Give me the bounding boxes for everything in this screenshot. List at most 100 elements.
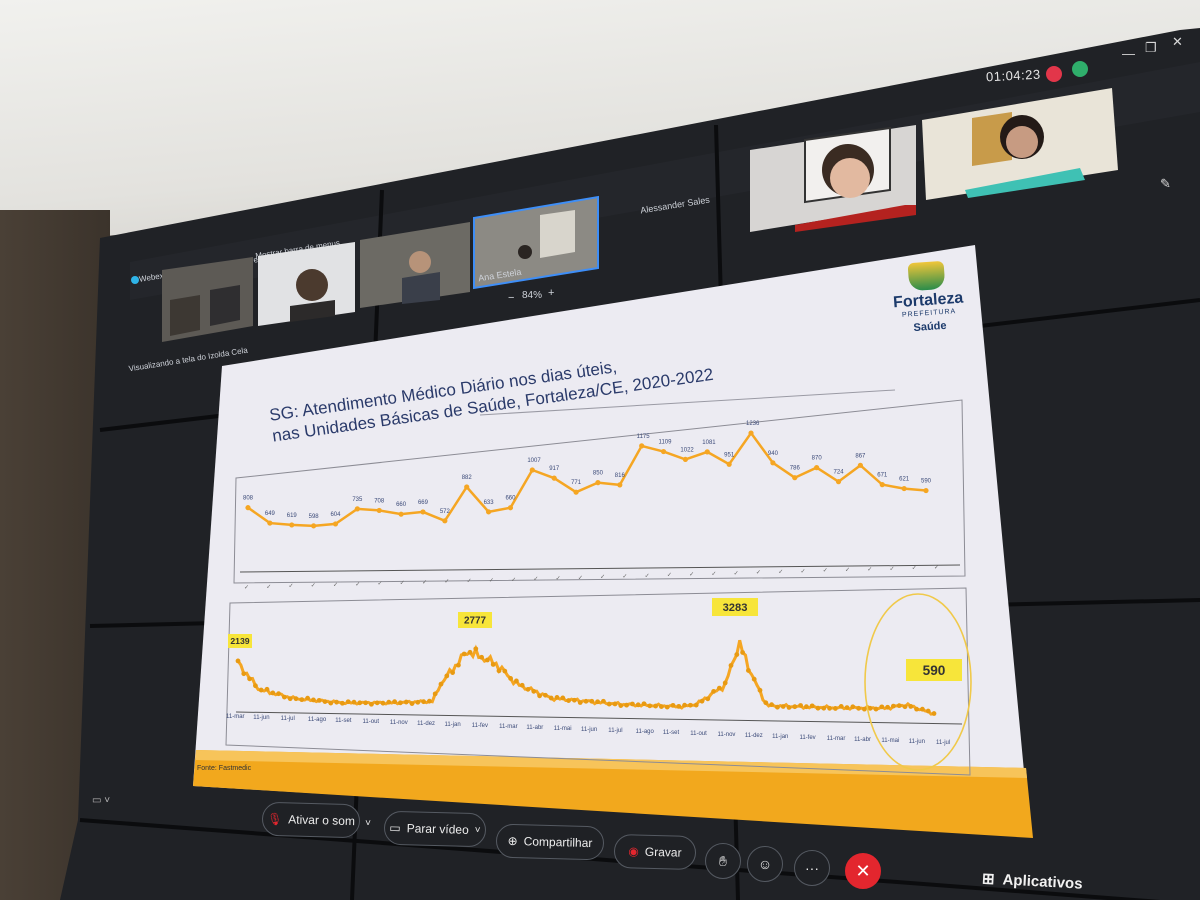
data-point	[334, 699, 339, 705]
data-point	[566, 698, 571, 703]
mute-button-label: Ativar o som	[288, 812, 356, 829]
data-point	[479, 654, 484, 660]
data-point	[287, 696, 293, 702]
highlight-circle	[864, 593, 972, 771]
data-point	[444, 673, 450, 679]
data-point	[316, 697, 322, 703]
mute-options-chevron[interactable]: ˅	[365, 817, 371, 829]
data-point	[551, 475, 557, 481]
data-point	[770, 460, 776, 466]
video-button[interactable]: ▭ Parar vídeo ˅	[383, 810, 487, 848]
x-tick: ✓	[756, 570, 761, 576]
data-label: 882	[462, 475, 473, 481]
data-point	[363, 700, 368, 706]
data-label: 671	[877, 473, 888, 479]
hand-raise-button[interactable]: ✋︎	[705, 843, 741, 879]
data-point	[763, 700, 769, 706]
apps-button-label: Aplicativos	[1002, 870, 1083, 893]
data-point	[264, 686, 270, 692]
x-tick-label: 11-nov	[718, 732, 736, 738]
data-point	[728, 663, 734, 668]
data-label: 786	[790, 466, 801, 472]
data-point	[305, 695, 310, 701]
data-label: 633	[484, 500, 495, 506]
data-point	[757, 687, 763, 693]
x-tick: ✓	[800, 569, 805, 575]
x-tick-label: 11-mar	[226, 714, 245, 720]
annotation-value: 2777	[464, 616, 487, 627]
chevron-down-icon: ˅	[474, 824, 481, 836]
data-point	[392, 699, 397, 705]
data-point	[438, 681, 444, 687]
reactions-button[interactable]: ☺	[747, 846, 783, 882]
minimize-icon[interactable]: —	[1122, 46, 1135, 61]
chart-daily-visits-bottom: 2139 2777 3283 590 11-mar 11-jun 11-jul 11-ago 1…	[226, 598, 962, 746]
x-tick: ✓	[711, 571, 716, 577]
data-label: 735	[352, 497, 363, 503]
data-point	[902, 704, 908, 710]
data-point	[769, 702, 774, 708]
data-label: 1109	[659, 440, 673, 446]
data-point	[554, 695, 560, 700]
share-button[interactable]: ⊕ Compartilhar	[495, 823, 605, 861]
annotation-value: 3283	[723, 602, 748, 614]
data-point	[345, 699, 351, 705]
data-label: 850	[593, 471, 604, 477]
data-point	[490, 662, 496, 667]
x-tick-label: 11-abr	[854, 737, 871, 743]
annotation-box	[228, 634, 252, 648]
share-screen-icon: ⊕	[507, 833, 518, 849]
data-point	[415, 699, 421, 705]
data-point	[595, 480, 601, 486]
data-point	[525, 686, 531, 692]
data-point	[896, 703, 902, 709]
chart-daily-visits-top: 808 649 619 598 604 735 708 660 669 572 882 633 660 1…	[243, 421, 939, 591]
x-tick: ✓	[444, 579, 449, 585]
data-label: 724	[834, 470, 845, 476]
data-point	[659, 704, 664, 709]
record-button[interactable]: ◉ Gravar	[613, 833, 697, 871]
data-point	[299, 697, 305, 703]
data-point	[328, 700, 334, 706]
leave-meeting-button[interactable]: ✕	[845, 853, 881, 889]
restore-icon[interactable]: ❐	[1145, 40, 1157, 55]
data-point	[792, 475, 798, 481]
close-window-icon[interactable]: ✕	[1172, 34, 1183, 49]
data-point	[293, 696, 299, 702]
data-point	[357, 700, 363, 706]
zoom-in-button[interactable]: +	[548, 287, 555, 299]
data-point	[693, 702, 699, 708]
x-tick-label: 11-out	[690, 731, 707, 737]
data-label: 1007	[527, 458, 541, 464]
more-options-button[interactable]: ···	[794, 850, 830, 886]
smiley-icon: ☺	[757, 856, 773, 872]
annotate-icon[interactable]: ✎	[1160, 176, 1171, 191]
data-point	[786, 705, 792, 710]
record-icon: ◉	[628, 844, 640, 859]
fortaleza-logo: Fortaleza PREFEITURA Saúde	[886, 259, 971, 335]
data-point	[798, 703, 803, 708]
chat-icon[interactable]: ▭ ˅	[92, 795, 111, 806]
shared-slide	[193, 245, 1030, 836]
coat-of-arms-icon	[907, 260, 946, 292]
data-point	[485, 509, 492, 515]
data-point	[641, 701, 647, 707]
zoom-out-button[interactable]: −	[508, 292, 515, 304]
mute-button[interactable]: 🎙︎ Ativar o som	[261, 801, 361, 839]
record-button-label: Gravar	[644, 844, 682, 860]
x-tick-label: 11-set	[663, 730, 680, 736]
data-point	[814, 465, 820, 471]
x-tick: ✓	[778, 570, 783, 576]
data-point	[595, 699, 600, 705]
series-line	[247, 430, 927, 528]
x-tick-label: 11-jun	[253, 715, 269, 721]
x-tick: ✓	[889, 566, 894, 572]
data-point	[420, 509, 426, 515]
data-point	[660, 448, 667, 455]
data-point	[573, 489, 579, 495]
x-tick: ✓	[600, 575, 605, 581]
more-dots-icon: ···	[805, 860, 819, 876]
data-point	[351, 699, 357, 705]
data-point	[925, 708, 931, 714]
data-label: 1236	[746, 421, 760, 427]
